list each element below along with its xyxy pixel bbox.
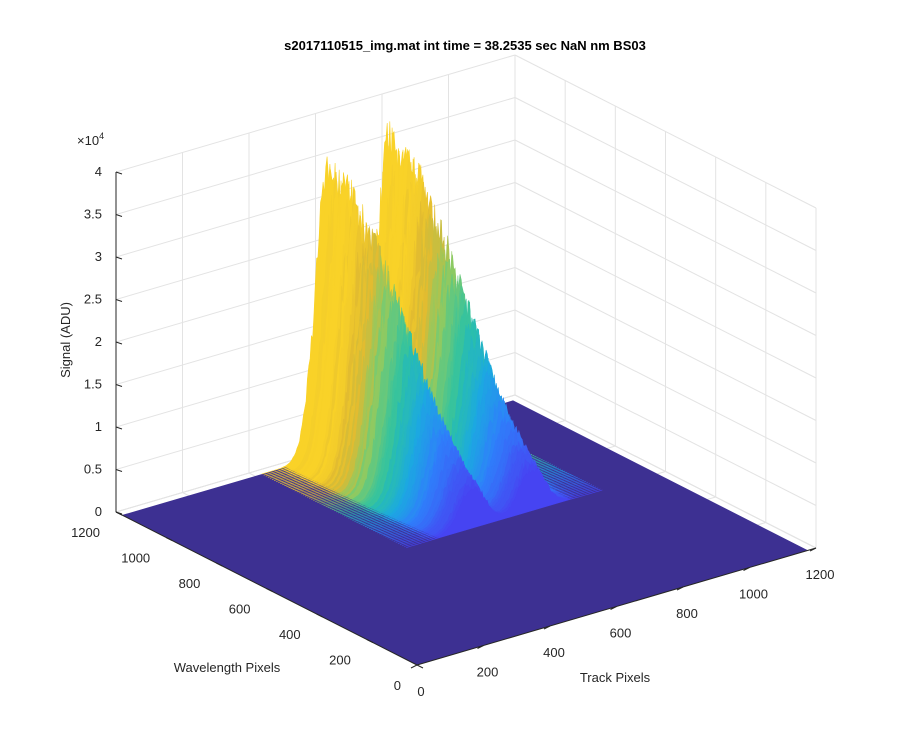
z-tick-mark	[115, 171, 123, 175]
z-tick-label: 0	[95, 504, 102, 519]
tick-labels: 0200400600800100012000200400600800100012…	[71, 164, 834, 699]
z-tick-mark	[115, 214, 123, 217]
surface-plot	[122, 121, 809, 665]
z-exponent-base: ×10	[77, 133, 99, 148]
z-tick-mark	[115, 384, 123, 387]
side-wall-grid-horizontal	[514, 224, 817, 379]
x-tick-mark	[610, 606, 617, 610]
x-tick-mark	[477, 645, 484, 649]
x-tick-mark	[743, 567, 750, 571]
y-tick-label: 800	[179, 576, 201, 591]
y-axis-label: Wavelength Pixels	[174, 660, 281, 675]
z-tick-mark	[115, 469, 123, 472]
z-axis-label: Signal (ADU)	[58, 302, 73, 378]
z-tick-mark	[115, 341, 123, 345]
y-tick-mark	[165, 537, 173, 541]
x-tick-label: 1200	[806, 567, 835, 582]
back-wall-grid-horizontal	[115, 139, 516, 258]
side-wall-grid-horizontal	[514, 97, 817, 251]
z-tick-label: 0.5	[84, 462, 102, 477]
y-tick-label: 600	[229, 602, 251, 617]
z-exponent-label: ×104	[77, 131, 104, 148]
surface-strip	[406, 465, 603, 548]
z-tick-mark	[115, 426, 123, 430]
chart-title: s2017110515_img.mat int time = 38.2535 s…	[284, 38, 646, 53]
z-tick-label: 3	[95, 249, 102, 264]
x-tick-label: 0	[417, 684, 424, 699]
z-tick-label: 1.5	[84, 377, 102, 392]
x-tick-label: 400	[543, 645, 565, 660]
z-tick-label: 4	[95, 164, 102, 179]
y-tick-mark	[316, 613, 323, 618]
x-tick-mark	[410, 664, 418, 669]
y-tick-mark	[416, 664, 424, 669]
z-tick-label: 1	[95, 419, 102, 434]
back-wall-grid-horizontal	[115, 97, 516, 215]
side-wall-grid-horizontal	[514, 267, 817, 421]
back-wall-grid-horizontal	[115, 182, 516, 300]
x-tick-mark	[676, 586, 684, 591]
axis-lines	[115, 171, 817, 669]
x-tick-mark	[809, 547, 817, 552]
x-tick-label: 800	[676, 606, 698, 621]
y-tick-mark	[266, 588, 273, 592]
back-wall-grid-horizontal	[115, 54, 516, 173]
side-wall-grid-horizontal	[514, 309, 817, 464]
y-tick-label: 1200	[71, 525, 100, 540]
x-tick-label: 200	[477, 665, 499, 680]
side-wall-grid-horizontal	[514, 352, 817, 506]
side-wall-grid-horizontal	[514, 182, 817, 336]
z-tick-label: 3.5	[84, 207, 102, 222]
z-tick-mark	[115, 256, 123, 260]
y-tick-label: 0	[394, 678, 401, 693]
y-tick-label: 200	[329, 653, 351, 668]
x-tick-mark	[543, 625, 551, 630]
x-tick-label: 600	[610, 626, 632, 641]
side-wall-grid-horizontal	[514, 139, 817, 294]
y-tick-mark	[216, 562, 223, 567]
x-axis-label: Track Pixels	[580, 670, 651, 685]
y-tick-mark	[366, 639, 374, 643]
x-tick-label: 1000	[739, 587, 768, 602]
z-tick-label: 2.5	[84, 292, 102, 307]
y-tick-label: 400	[279, 627, 301, 642]
z-tick-mark	[115, 299, 123, 302]
z-tick-mark	[115, 511, 123, 515]
side-wall-grid-horizontal	[514, 394, 817, 549]
z-tick-label: 2	[95, 334, 102, 349]
side-wall-grid-horizontal	[514, 54, 817, 209]
y-tick-label: 1000	[121, 551, 150, 566]
z-exponent-power: 4	[99, 131, 104, 141]
